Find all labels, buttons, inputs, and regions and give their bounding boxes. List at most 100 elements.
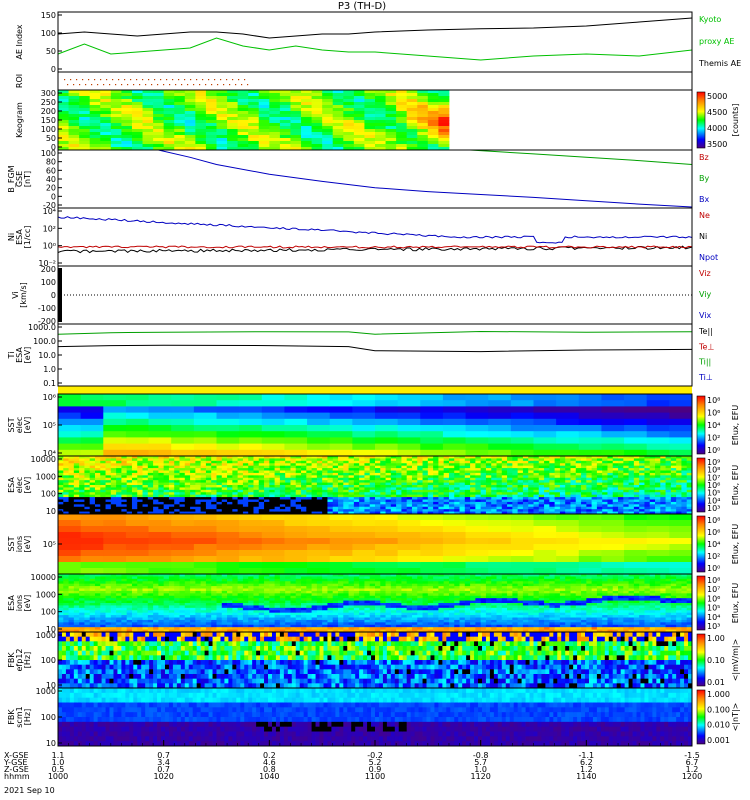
- colorbar-sste: 10⁸ 10⁶ 10⁴ 10² 10⁰ Eflux, EFU: [696, 395, 740, 455]
- colorbar-tick: 0.01: [707, 678, 725, 687]
- legend-entry: By: [699, 174, 709, 183]
- y-tick-label: 10⁵: [43, 540, 56, 549]
- y-tick-label: 10: [46, 739, 56, 748]
- y-tick-label: 100: [41, 713, 56, 722]
- legend-entry: Ti||: [698, 358, 711, 367]
- y-axis-label: ESA: [7, 595, 16, 611]
- series-kyoto-proxy-ae: [57, 37, 693, 61]
- colorbar-tick: 3500: [707, 140, 727, 149]
- ti-lines: [57, 330, 693, 353]
- series-ti-: [57, 330, 693, 335]
- y-axis-label: ions: [15, 536, 24, 552]
- y-tick-label: 1000: [36, 590, 56, 599]
- legend-entry: proxy AE: [699, 37, 734, 46]
- y-tick-label: 50: [46, 134, 56, 143]
- y-tick-label: 0: [51, 65, 56, 74]
- x-tick-value: -0.2: [367, 751, 383, 760]
- colorbar-tick: 10⁴: [707, 421, 720, 430]
- x-axis: X-GSE 1.1 0.7 0.2 -0.2 -0.8 -1.1 -1.5 Y-GSE 1.0 3.…: [3, 740, 702, 795]
- quality-strip: [58, 386, 692, 394]
- y-tick-label: 1000: [36, 472, 56, 481]
- y-axis-label: [eV]: [23, 417, 32, 434]
- legend-entry: Bz: [699, 153, 709, 162]
- colorbar-label: <|nT|>: [731, 703, 740, 732]
- y-tick-label: -200: [38, 317, 56, 326]
- legend-entry: Bx: [699, 195, 709, 204]
- y-axis-label: efp12: [15, 649, 24, 672]
- y-tick-label: 100: [41, 490, 56, 499]
- colorbar-tick: 10⁵: [707, 489, 720, 498]
- ni-lines: [57, 216, 693, 254]
- colorbar-tick: 10⁸: [707, 576, 720, 585]
- panel-ti: 1000.0 100.0 10.0 1.0 0.1 Ti ESA [eV] Te|| Te⊥ Ti|…: [7, 323, 714, 388]
- colorbar-tick: 10³: [707, 504, 720, 513]
- y-axis-label: Ti: [7, 352, 16, 360]
- y-tick-label: 100: [41, 149, 56, 158]
- colorbar-tick: 0.100: [707, 705, 730, 714]
- x-tick-value: 0.7: [157, 751, 170, 760]
- colorbar-tick: 10⁶: [707, 594, 720, 603]
- y-tick-label: -20: [43, 201, 56, 210]
- colorbar-tick: 10⁶: [707, 409, 720, 418]
- y-axis-label: FBK: [7, 652, 16, 668]
- y-tick-label: 50: [46, 47, 56, 56]
- y-tick-label: 100: [41, 608, 56, 617]
- colorbar-tick: 0.10: [707, 656, 725, 665]
- y-axis-label: ESA: [7, 477, 16, 493]
- y-tick-label: 10⁰: [43, 242, 56, 251]
- colorbar-label: <|mV/m|>: [731, 639, 740, 682]
- y-tick-label: 100.0: [33, 337, 56, 346]
- colorbar-tick: 10⁴: [707, 496, 720, 505]
- x-tick-value: 1020: [153, 772, 173, 781]
- panel-vi: 200 100 0 -100 -200 Vi [km/s] Viz Viy Vix: [11, 265, 712, 326]
- y-tick-label: 10000: [31, 573, 56, 582]
- y-axis-label: [Hz]: [23, 652, 32, 668]
- colorbar-label: Eflux, EFU: [731, 465, 740, 506]
- colorbar-tick: 1.00: [707, 634, 725, 643]
- y-axis-label: FBK: [7, 709, 16, 725]
- y-tick-label: 150: [41, 116, 56, 125]
- roi-markers: [64, 79, 249, 86]
- colorbar-label: [counts]: [731, 104, 740, 137]
- colorbar-tick: 10⁰: [707, 564, 720, 573]
- y-tick-label: 20: [46, 184, 56, 193]
- y-axis-label: [nT]: [23, 171, 32, 187]
- colorbar-tick: 10²: [707, 552, 720, 561]
- x-tick-value: 1120: [470, 772, 490, 781]
- panel-ae: 150 100 50 0 AE Index Kyoto proxy AE Themis AE: [15, 11, 741, 74]
- x-tick-value: 1.1: [52, 751, 65, 760]
- fbkb-spectrogram: [58, 688, 693, 747]
- x-row-label: X-GSE: [4, 751, 29, 760]
- figure-title: P3 (TH-D): [338, 1, 386, 12]
- y-axis-label: [Hz]: [23, 709, 32, 725]
- y-tick-label: 1000: [36, 631, 56, 640]
- legend-entry: Ti⊥: [698, 373, 713, 382]
- bfgm-lines: [158, 149, 693, 208]
- colorbar-label: Eflux, EFU: [731, 524, 740, 565]
- y-tick-label: 100: [41, 656, 56, 665]
- y-axis-label: [eV]: [23, 536, 32, 553]
- series-te-: [57, 344, 693, 353]
- y-axis-label: scm1: [15, 706, 24, 727]
- y-tick-label: 200: [41, 265, 56, 274]
- y-tick-label: 300: [41, 89, 56, 98]
- y-tick-label: 0: [51, 192, 56, 201]
- y-tick-label: 10: [46, 681, 56, 690]
- y-axis-label: SST: [7, 417, 16, 432]
- esae-spectrogram: [58, 456, 693, 515]
- sste-spectrogram: [58, 394, 693, 457]
- x-row-label: hhmm: [4, 772, 30, 781]
- legend-entry: Vix: [699, 311, 712, 320]
- colorbar-tick: 10²: [707, 434, 720, 443]
- colorbar-tick: 10⁴: [707, 613, 720, 622]
- legend-entry: Ne: [699, 211, 710, 220]
- series-by: [470, 149, 693, 165]
- colorbar-tick: 0.001: [707, 736, 730, 745]
- legend-entry: Viz: [699, 269, 711, 278]
- x-row-label: Z-GSE: [4, 765, 29, 774]
- x-tick-value: 6.7: [686, 758, 699, 767]
- x-tick-value: 5.7: [474, 758, 487, 767]
